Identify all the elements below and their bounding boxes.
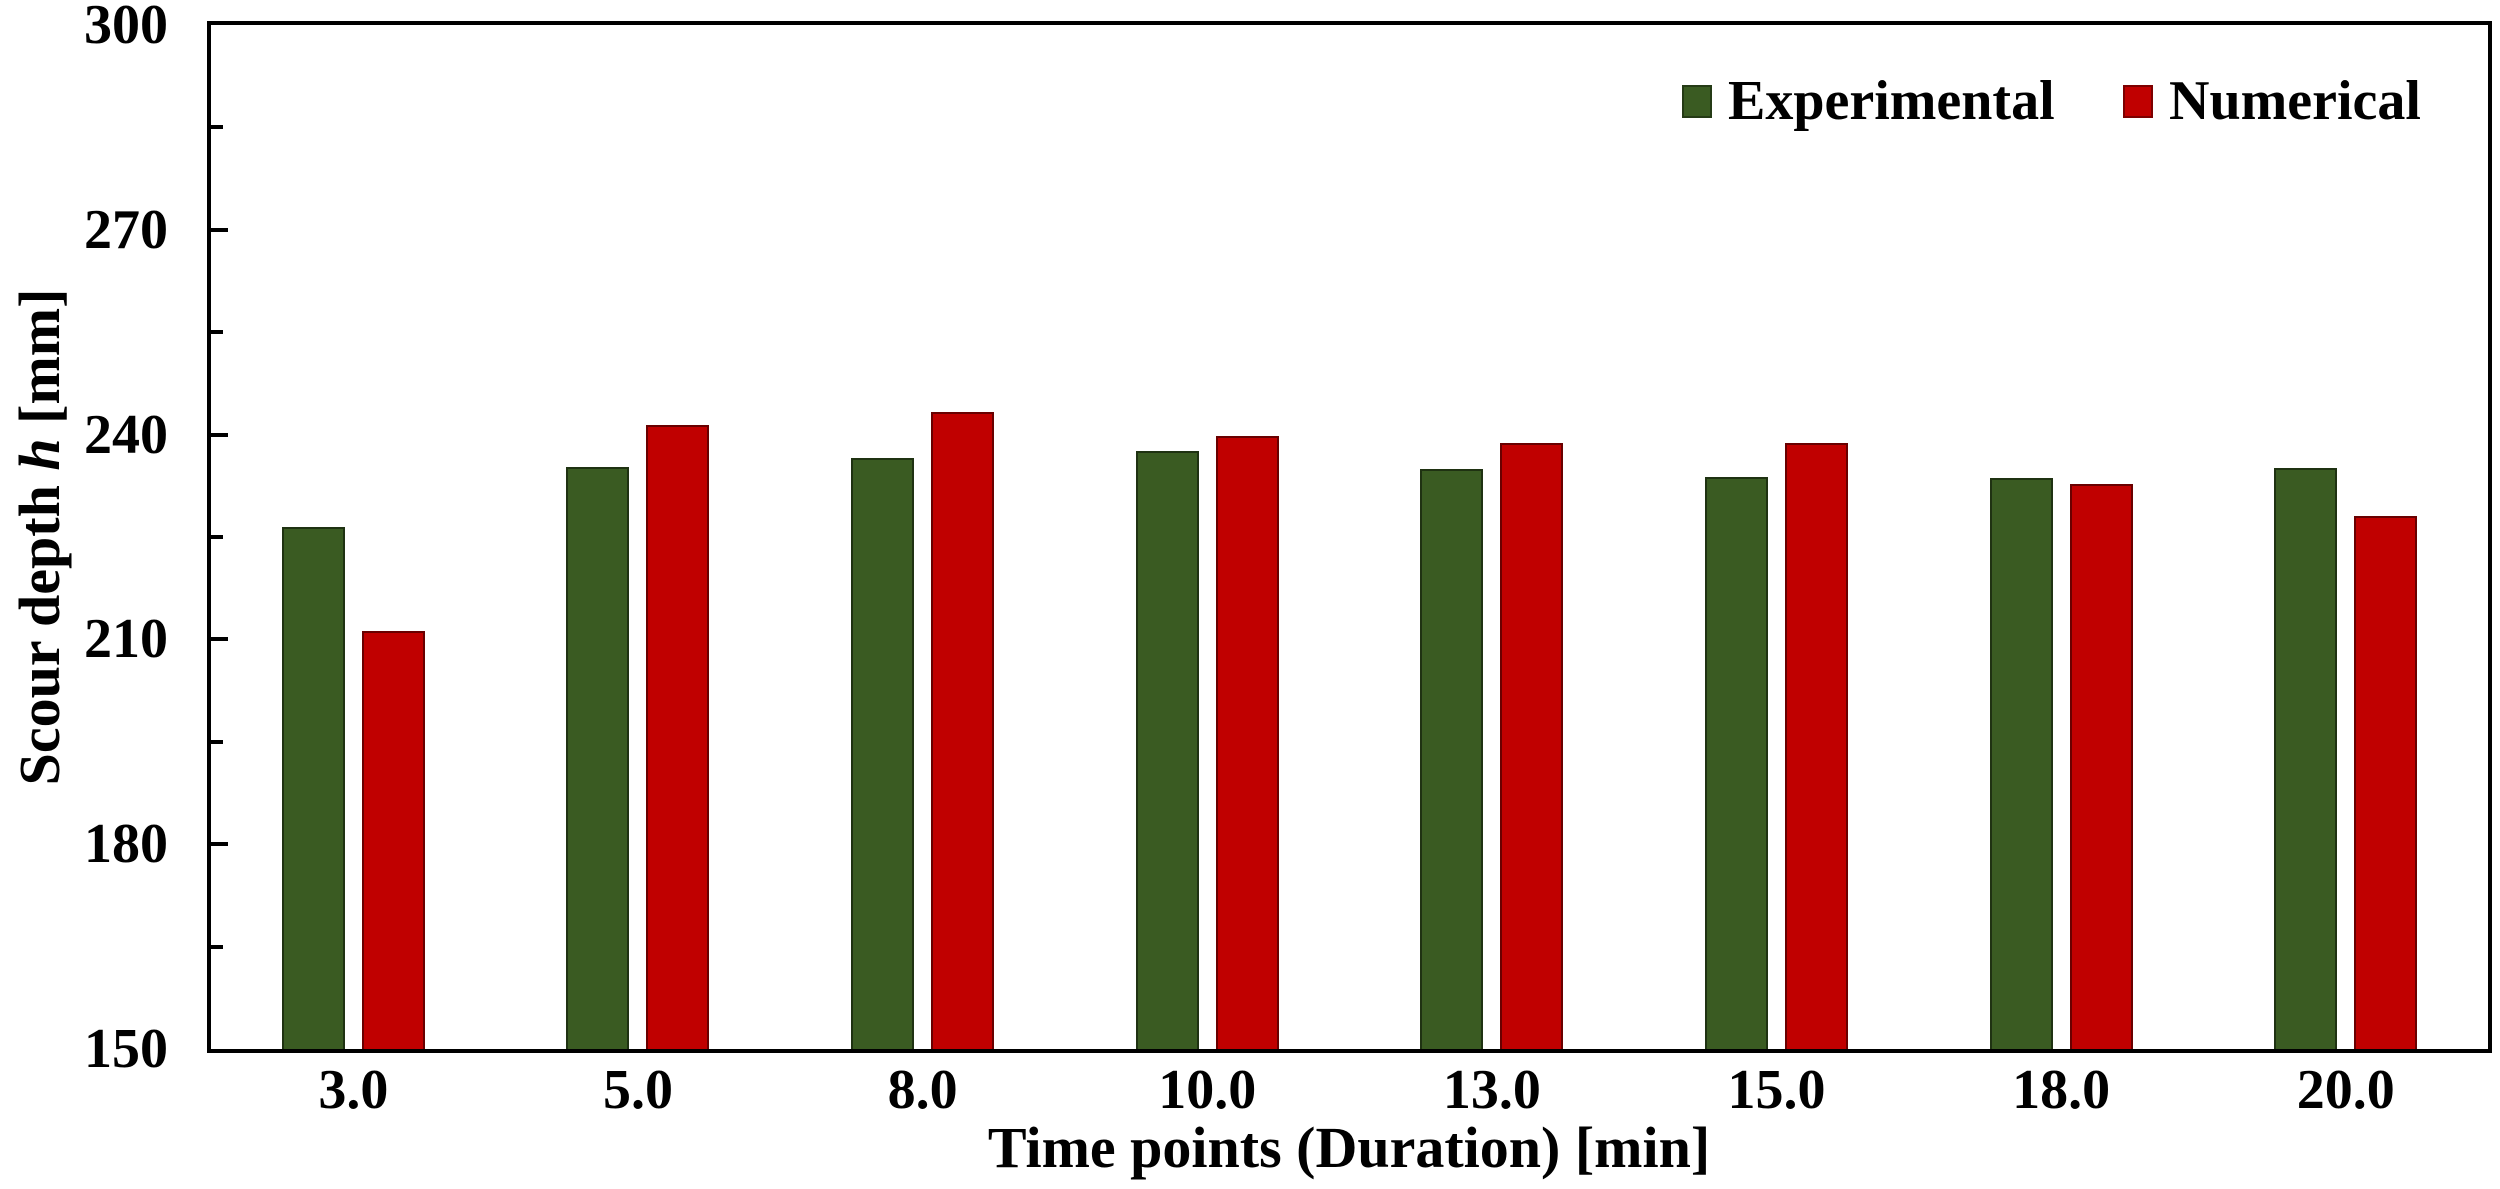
numerical-bar-20.0 (2354, 515, 2418, 1049)
experimental-bar-20.0 (2274, 468, 2338, 1049)
x-axis-tick-label: 13.0 (1442, 1059, 1541, 1121)
x-axis-tick-label: 8.0 (887, 1059, 958, 1121)
y-axis-title: Scour depth h [mm] (4, 289, 76, 786)
experimental-bar-10.0 (1135, 450, 1199, 1049)
legend-item-numerical: Numerical (2123, 69, 2421, 133)
y-axis-tick-label: 240 (84, 403, 168, 466)
y-axis-minor-tick (211, 125, 223, 130)
y-axis-tick-label: 210 (84, 608, 168, 671)
y-axis-tick-label: 180 (84, 813, 168, 876)
y-axis-major-tick (211, 637, 228, 642)
y-axis-minor-tick (211, 944, 223, 949)
legend-item-experimental: Experimental (1682, 69, 2055, 133)
y-axis-minor-tick (211, 330, 223, 335)
y-axis-major-tick (211, 432, 228, 437)
numerical-bar-15.0 (1784, 443, 1848, 1049)
y-axis-tick-label: 300 (84, 0, 168, 56)
experimental-bar-13.0 (1420, 469, 1484, 1049)
numerical-bar-5.0 (646, 425, 710, 1049)
x-axis-tick-label: 10.0 (1158, 1059, 1257, 1121)
numerical-bar-3.0 (361, 630, 425, 1049)
x-axis-title: Time points (Duration) [min] (987, 1115, 1711, 1180)
x-axis-tick-label: 18.0 (2012, 1059, 2111, 1121)
legend-label-numerical: Numerical (2169, 70, 2421, 132)
numerical-bar-18.0 (2069, 483, 2133, 1049)
y-axis-major-tick (211, 842, 228, 847)
experimental-bar-18.0 (1989, 477, 2053, 1049)
experimental-bar-8.0 (851, 458, 915, 1049)
legend-label-experimental: Experimental (1728, 70, 2055, 132)
numerical-bar-13.0 (1500, 443, 1564, 1049)
x-axis-tick-label: 20.0 (2296, 1059, 2395, 1121)
y-axis-tick-label: 270 (84, 198, 168, 261)
legend-swatch-experimental (1682, 84, 1712, 118)
y-axis-minor-tick (211, 739, 223, 744)
experimental-bar-5.0 (566, 466, 630, 1049)
x-axis-tick-label: 5.0 (602, 1059, 673, 1121)
legend-swatch-numerical (2123, 84, 2153, 118)
numerical-bar-10.0 (1215, 435, 1279, 1049)
x-axis-tick-label: 15.0 (1727, 1059, 1826, 1121)
y-axis-major-tick (211, 227, 228, 232)
experimental-bar-3.0 (281, 527, 345, 1049)
plot-area: Experimental Numerical (207, 21, 2492, 1053)
experimental-bar-15.0 (1704, 476, 1768, 1049)
x-axis-tick-label: 3.0 (318, 1059, 389, 1121)
y-axis-minor-tick (211, 535, 223, 539)
numerical-bar-8.0 (931, 412, 995, 1049)
y-axis-tick-label: 150 (84, 1018, 168, 1080)
